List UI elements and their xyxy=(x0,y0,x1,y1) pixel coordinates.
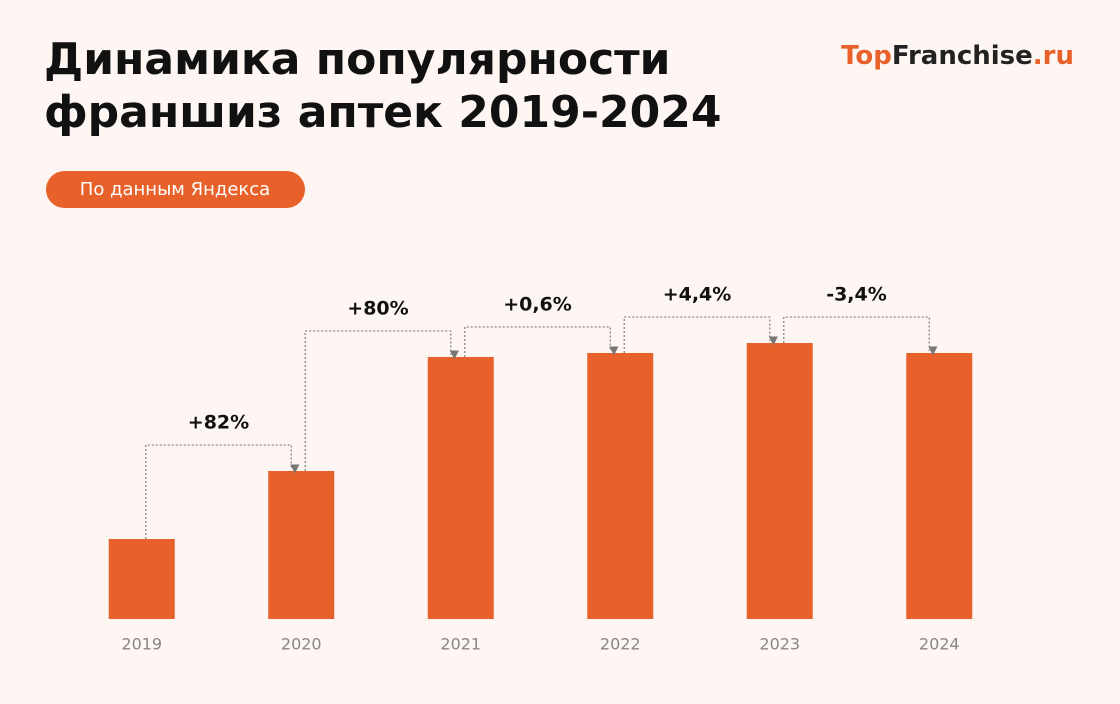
x-tick-label: 2020 xyxy=(281,635,322,654)
change-label: +4,4% xyxy=(663,284,732,306)
connector xyxy=(304,330,459,471)
logo-part: Top xyxy=(841,41,892,71)
chart-title: франшиз аптек 2019-2024 xyxy=(44,87,722,138)
logo-part: Franchise xyxy=(892,41,1033,71)
x-tick-label: 2021 xyxy=(440,635,481,654)
logo: TopFranchise.ru xyxy=(841,41,1074,71)
x-tick-label: 2023 xyxy=(759,635,800,654)
change-label: +0,6% xyxy=(503,294,572,316)
bar xyxy=(108,539,175,619)
change-label: +80% xyxy=(347,298,408,320)
bar xyxy=(746,343,813,619)
change-label: -3,4% xyxy=(826,284,887,306)
x-tick-label: 2022 xyxy=(600,635,641,654)
logo-part: .ru xyxy=(1033,41,1074,71)
change-label: +82% xyxy=(188,412,249,434)
x-tick-label: 2019 xyxy=(121,635,162,654)
chart-title: Динамика популярности xyxy=(44,34,671,85)
x-tick-label: 2024 xyxy=(919,635,960,654)
subtitle: По данным Яндекса xyxy=(80,179,270,200)
connector xyxy=(783,316,938,356)
bar xyxy=(427,357,494,619)
subtitle-pill xyxy=(46,171,305,208)
bar xyxy=(268,471,335,619)
connector xyxy=(623,316,778,353)
bar xyxy=(587,353,654,619)
bar xyxy=(906,353,973,619)
